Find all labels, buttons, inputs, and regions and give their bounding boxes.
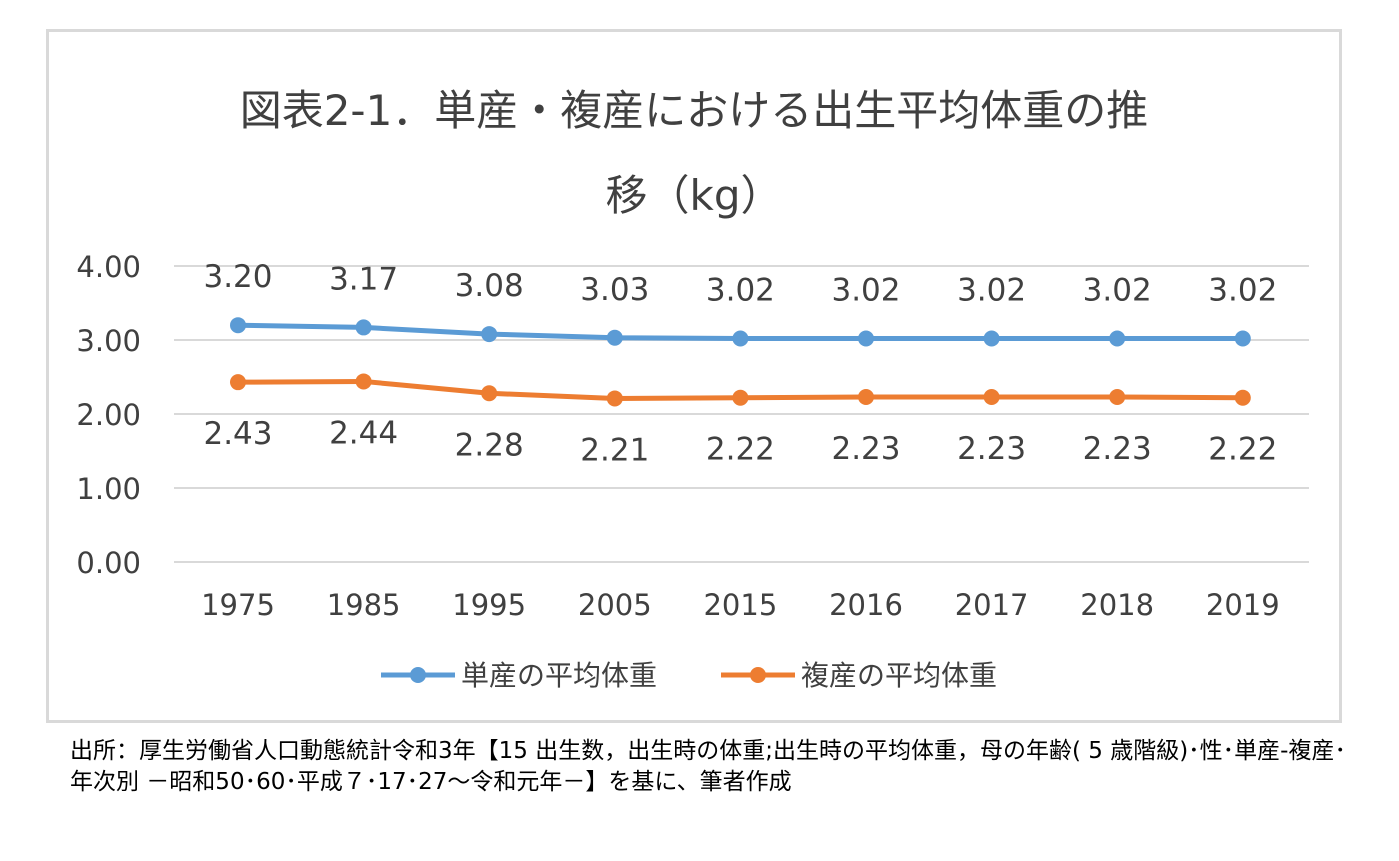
legend-marker xyxy=(750,667,766,683)
data-label: 3.02 xyxy=(1083,273,1152,309)
data-point xyxy=(732,330,749,347)
data-point xyxy=(230,374,246,391)
data-label: 3.02 xyxy=(706,273,775,309)
data-label: 3.02 xyxy=(957,273,1026,309)
data-point xyxy=(1109,388,1126,405)
data-label: 2.22 xyxy=(706,432,775,468)
data-point xyxy=(355,319,372,336)
x-tick-label: 1985 xyxy=(327,588,401,622)
data-point xyxy=(230,317,246,334)
data-label: 3.17 xyxy=(329,261,398,297)
x-tick-label: 2018 xyxy=(1080,588,1154,622)
y-tick-label: 2.00 xyxy=(76,398,141,432)
data-point xyxy=(606,329,623,346)
chart-frame: 図表2-1．単産・複産における出生平均体重の推 移（kg） 4.00 3.00 2.… xyxy=(46,29,1342,723)
data-point xyxy=(983,330,1000,347)
x-tick-label: 2016 xyxy=(829,588,903,622)
data-label: 3.02 xyxy=(1208,273,1277,309)
data-label: 3.20 xyxy=(203,259,272,295)
legend-label: 単産の平均体重 xyxy=(461,659,657,692)
data-label: 3.03 xyxy=(580,272,649,308)
y-tick-label: 0.00 xyxy=(76,546,141,580)
data-label: 2.44 xyxy=(329,415,398,451)
source-note: 出所：厚生労働省人口動態統計令和3年【15 出生数，出生時の体重;出生時の平均体… xyxy=(70,738,1346,795)
data-point xyxy=(1109,330,1126,347)
data-label: 2.43 xyxy=(203,416,272,452)
data-label: 2.23 xyxy=(1083,431,1152,467)
x-tick-label: 2005 xyxy=(578,588,652,622)
chart-title-line-1: 図表2-1．単産・複産における出生平均体重の推 xyxy=(239,86,1149,135)
y-tick-label: 4.00 xyxy=(76,250,141,284)
data-point xyxy=(858,330,874,347)
data-point xyxy=(983,388,1000,405)
legend-marker xyxy=(410,667,426,683)
data-label: 2.21 xyxy=(580,432,649,468)
data-point xyxy=(481,326,498,343)
data-point xyxy=(355,373,372,390)
data-label: 3.08 xyxy=(455,268,524,304)
data-label: 2.23 xyxy=(831,431,900,467)
data-point xyxy=(1234,389,1251,406)
x-tick-label: 1995 xyxy=(452,588,526,622)
data-point xyxy=(858,388,874,405)
data-point xyxy=(1234,330,1251,347)
y-tick-label: 3.00 xyxy=(76,324,141,358)
data-label: 2.22 xyxy=(1208,432,1277,468)
line-chart: 4.00 3.00 2.00 1.00 0.00 1975 1985 1995 2005 2015… xyxy=(76,250,1309,692)
x-tick-label: 1975 xyxy=(201,588,275,622)
data-label: 3.02 xyxy=(831,273,900,309)
data-point xyxy=(481,385,498,402)
data-label: 2.23 xyxy=(957,431,1026,467)
legend-label: 複産の平均体重 xyxy=(801,659,997,692)
chart-title-line-2: 移（kg） xyxy=(605,171,783,220)
data-label: 2.28 xyxy=(455,427,524,463)
x-tick-label: 2019 xyxy=(1206,588,1280,622)
data-point xyxy=(606,390,623,407)
x-tick-label: 2017 xyxy=(955,588,1029,622)
data-point xyxy=(732,389,749,406)
x-tick-label: 2015 xyxy=(703,588,777,622)
y-tick-label: 1.00 xyxy=(76,472,141,506)
